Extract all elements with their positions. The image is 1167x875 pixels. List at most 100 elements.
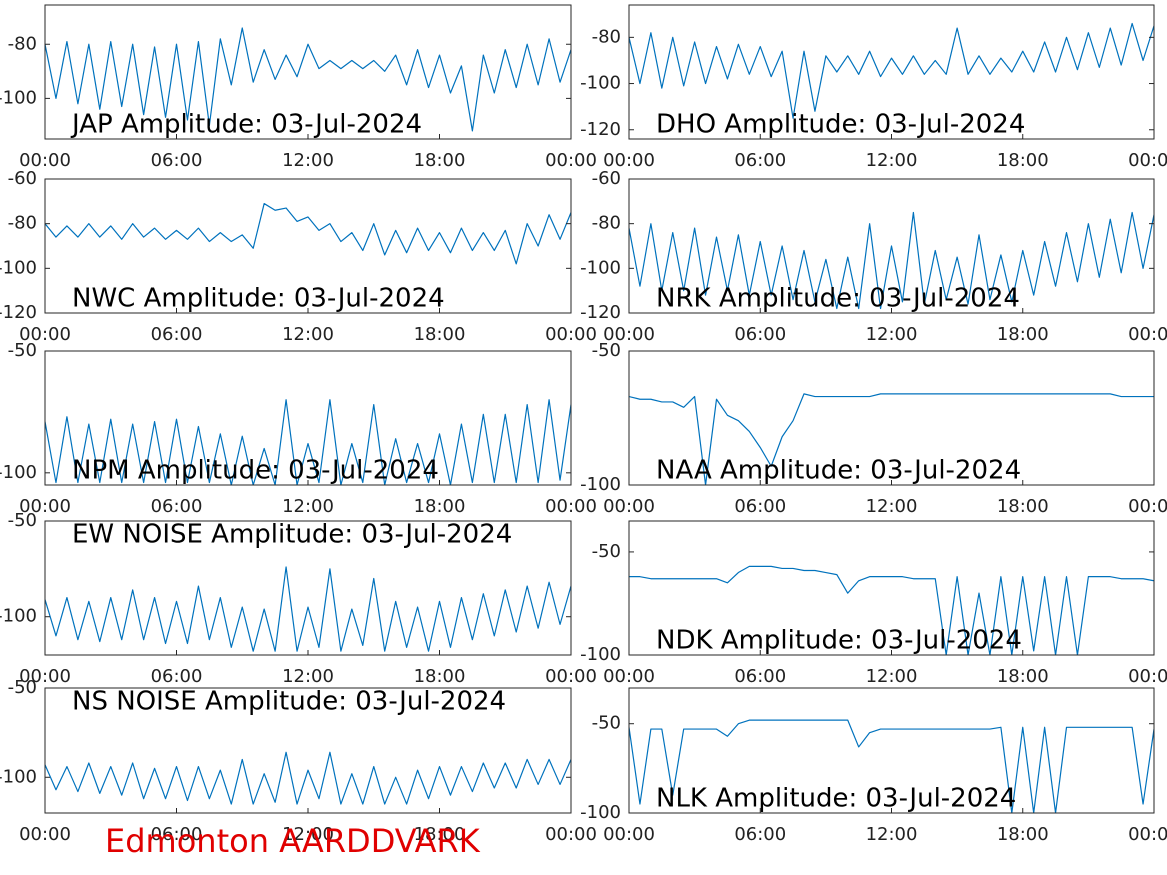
- y-tick-label: -100: [580, 802, 621, 823]
- data-line: [629, 393, 1154, 485]
- plot-area: [45, 688, 571, 813]
- data-line: [45, 399, 571, 485]
- panel: -50 -100 00:00 06:00 12:00 18:00 00:00 NS NOISE…: [0, 677, 597, 845]
- y-tick-label: -100: [580, 257, 621, 278]
- x-tick-label: 18:00: [414, 496, 466, 517]
- panel-title: NRK Amplitude: 03-Jul-2024: [656, 284, 1020, 314]
- x-tick-label: 00:00: [545, 666, 597, 687]
- x-tick-label: 06:00: [734, 324, 786, 345]
- x-tick-label: 00:00: [1128, 324, 1167, 345]
- y-tick-label: -50: [8, 340, 37, 361]
- plot-data: [45, 27, 571, 132]
- y-tick-label: -100: [580, 644, 621, 665]
- x-tick-label: 18:00: [414, 666, 466, 687]
- panel-title: NS NOISE Amplitude: 03-Jul-2024: [72, 687, 506, 717]
- x-tick-label: 00:00: [603, 824, 655, 845]
- y-tick-label: -60: [8, 168, 37, 189]
- x-tick-label: 12:00: [282, 324, 334, 345]
- panel: -80 -100 00:00 06:00 12:00 18:00 00:00 JAP Ampl…: [0, 4, 597, 171]
- y-tick-label: -100: [0, 257, 37, 278]
- y-tick-label: -50: [8, 510, 37, 531]
- x-tick-label: 12:00: [282, 824, 334, 845]
- footer-label: Edmonton AARDDVARK: [105, 822, 481, 860]
- data-line: [629, 565, 1154, 655]
- plot-data: [45, 751, 571, 805]
- panel: -50 -100 00:00 06:00 12:00 18:00 00:00 EW NOISE…: [0, 510, 597, 687]
- x-tick-label: 00:00: [603, 324, 655, 345]
- x-tick-label: 00:00: [545, 824, 597, 845]
- x-tick-label: 18:00: [997, 324, 1049, 345]
- data-line: [45, 202, 571, 265]
- plot-data: [629, 393, 1154, 485]
- x-tick-label: 18:00: [997, 824, 1049, 845]
- x-tick-label: 06:00: [151, 496, 203, 517]
- x-tick-label: 06:00: [151, 824, 203, 845]
- data-line: [629, 211, 1154, 310]
- y-tick-label: -80: [592, 213, 621, 234]
- panel-title: NWC Amplitude: 03-Jul-2024: [72, 284, 445, 314]
- data-line: [45, 751, 571, 805]
- plot-area: [45, 521, 571, 655]
- x-tick-label: 12:00: [866, 496, 918, 517]
- x-tick-label: 12:00: [282, 666, 334, 687]
- x-tick-label: 00:00: [19, 666, 71, 687]
- panel: -60-80-100-12000:0006:0012:0018:0000:00N…: [580, 168, 1167, 345]
- x-tick-label: 06:00: [151, 324, 203, 345]
- plot-data: [45, 202, 571, 265]
- y-tick-label: -80: [8, 33, 37, 54]
- x-tick-label: 12:00: [282, 496, 334, 517]
- data-line: [45, 566, 571, 652]
- plot-area: [629, 5, 1154, 139]
- y-tick-label: -100: [0, 462, 37, 483]
- y-tick-label: -100: [0, 87, 37, 108]
- panel-title: EW NOISE Amplitude: 03-Jul-2024: [72, 520, 512, 550]
- x-tick-label: 12:00: [866, 324, 918, 345]
- x-tick-label: 00:00: [19, 324, 71, 345]
- panel-title: NAA Amplitude: 03-Jul-2024: [656, 456, 1021, 486]
- x-tick-label: 00:00: [545, 496, 597, 517]
- y-tick-label: -50: [592, 340, 621, 361]
- y-tick-label: -120: [0, 302, 37, 323]
- y-tick-label: -100: [0, 606, 37, 627]
- x-tick-label: 06:00: [734, 666, 786, 687]
- plot-area: [45, 179, 571, 313]
- x-tick-label: 00:00: [1128, 824, 1167, 845]
- y-tick-label: -80: [592, 26, 621, 47]
- x-tick-label: 06:00: [734, 150, 786, 171]
- x-tick-label: 00:00: [19, 150, 71, 171]
- x-tick-label: 00:00: [19, 496, 71, 517]
- x-tick-label: 06:00: [734, 824, 786, 845]
- x-tick-label: 18:00: [414, 324, 466, 345]
- plot-data: [629, 22, 1154, 119]
- plot-area: [629, 521, 1154, 655]
- x-tick-label: 12:00: [866, 666, 918, 687]
- plot-area: [45, 5, 571, 139]
- plot-data: [629, 565, 1154, 655]
- x-tick-label: 00:00: [545, 150, 597, 171]
- x-tick-label: 00:00: [603, 496, 655, 517]
- y-tick-label: -100: [580, 73, 621, 94]
- data-line: [45, 27, 571, 132]
- x-tick-label: 00:00: [1128, 150, 1167, 171]
- x-tick-label: 00:00: [603, 150, 655, 171]
- x-tick-label: 06:00: [734, 496, 786, 517]
- x-tick-label: 06:00: [151, 666, 203, 687]
- plot-data: [629, 719, 1154, 813]
- panel-title: NDK Amplitude: 03-Jul-2024: [656, 626, 1022, 656]
- x-tick-label: 00:00: [19, 824, 71, 845]
- y-tick-label: -120: [580, 302, 621, 323]
- plot-data: [45, 566, 571, 652]
- y-tick-label: -120: [580, 119, 621, 140]
- x-tick-label: 12:00: [866, 150, 918, 171]
- x-tick-label: 12:00: [866, 824, 918, 845]
- data-line: [629, 719, 1154, 813]
- x-tick-label: 00:00: [545, 324, 597, 345]
- plot-data: [45, 399, 571, 485]
- x-tick-label: 12:00: [282, 150, 334, 171]
